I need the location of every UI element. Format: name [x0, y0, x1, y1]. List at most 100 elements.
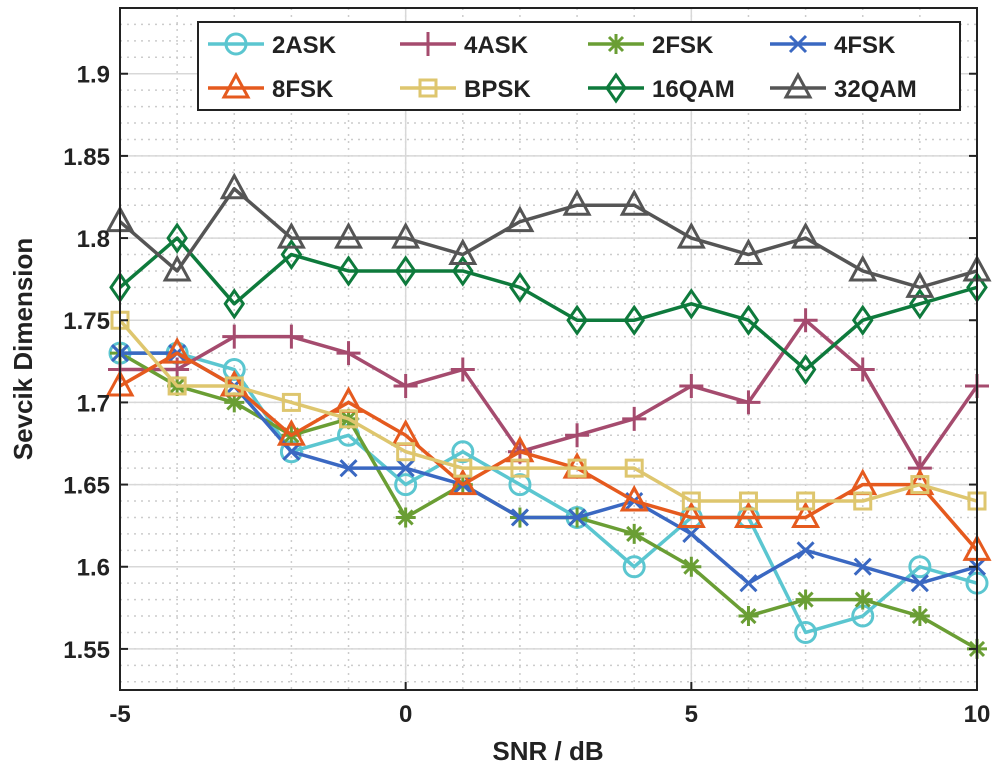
y-tick-label: 1.6 — [77, 555, 110, 582]
data-point-4ask — [850, 357, 875, 382]
series-layer — [105, 172, 992, 659]
data-point-bpsk — [510, 458, 530, 478]
data-point-4ask — [222, 324, 247, 349]
data-point-2ask — [622, 555, 646, 579]
series-line-bpsk — [118, 319, 978, 503]
data-point-8fsk — [619, 484, 649, 512]
data-point-4fsk — [796, 541, 815, 560]
series-line-4fsk — [120, 351, 978, 585]
data-point-2fsk — [909, 606, 930, 627]
data-point-4ask — [450, 357, 475, 382]
data-point-4ask — [679, 373, 704, 398]
data-point-32qam — [448, 238, 478, 266]
legend-label: 4ASK — [464, 32, 529, 59]
legend-item-4fsk: 4FSK — [770, 32, 896, 59]
legend-label: BPSK — [464, 76, 531, 103]
data-point-4ask — [336, 341, 361, 366]
x-axis-label: SNR / dB — [492, 736, 603, 766]
legend-marker — [783, 71, 813, 99]
data-point-2ask — [908, 555, 932, 579]
data-point-16qam — [451, 255, 474, 287]
legend-marker — [605, 72, 627, 104]
data-point-4ask — [793, 308, 818, 333]
data-point-bpsk — [339, 409, 359, 429]
series-line-4ask — [120, 318, 979, 470]
data-point-bpsk — [281, 392, 301, 412]
series-line-16qam — [118, 236, 978, 372]
data-point-8fsk — [676, 501, 706, 528]
y-tick-label: 1.85 — [63, 144, 110, 171]
legend-item-16qam: 16QAM — [588, 72, 735, 104]
data-point-2fsk — [224, 392, 245, 413]
legend-marker — [221, 71, 251, 99]
series-16qam — [109, 222, 988, 386]
data-point-4fsk — [282, 442, 301, 461]
data-point-8fsk — [162, 336, 192, 364]
data-point-2fsk — [395, 507, 416, 528]
data-point-bpsk — [396, 442, 416, 462]
data-point-32qam — [162, 254, 192, 282]
data-point-16qam — [794, 353, 817, 386]
y-tick-label: 1.9 — [77, 62, 110, 89]
data-point-4fsk — [568, 508, 587, 527]
data-point-8fsk — [276, 419, 306, 446]
y-tick-label: 1.8 — [77, 226, 110, 253]
data-point-2fsk — [795, 589, 816, 610]
data-point-16qam — [680, 288, 703, 320]
legend-label: 8FSK — [272, 76, 334, 103]
data-point-8fsk — [791, 501, 821, 528]
legend-label: 2ASK — [272, 32, 337, 59]
data-point-32qam — [619, 189, 649, 216]
data-point-4fsk — [910, 574, 929, 593]
data-point-16qam — [909, 288, 931, 320]
data-point-32qam — [562, 189, 592, 216]
data-point-4fsk — [339, 459, 358, 478]
data-point-32qam — [676, 221, 706, 249]
legend-label: 32QAM — [834, 76, 917, 103]
x-tick-label: 10 — [964, 701, 991, 728]
data-point-16qam — [337, 255, 360, 287]
data-point-bpsk — [167, 376, 187, 396]
legend-marker — [606, 34, 626, 54]
data-point-2fsk — [681, 556, 702, 577]
data-point-16qam — [166, 222, 188, 254]
data-point-2fsk — [624, 523, 645, 544]
data-point-bpsk — [624, 458, 644, 478]
legend-item-8fsk: 8FSK — [208, 71, 334, 103]
data-point-8fsk — [448, 468, 478, 496]
legend-item-4ask: 4ASK — [400, 32, 529, 59]
legend-marker — [788, 34, 808, 54]
x-tick-label: 5 — [685, 701, 698, 728]
data-point-4ask — [393, 373, 418, 398]
data-point-4ask — [565, 423, 590, 448]
data-point-2ask — [222, 358, 246, 382]
data-point-4ask — [279, 324, 304, 349]
data-point-16qam — [737, 304, 760, 336]
data-point-32qam — [505, 205, 535, 233]
tick-labels: -5 0 5 10 1.55 1.6 1.65 1.7 1.75 1.8 1.85 1.9 — [63, 62, 990, 728]
legend-box — [197, 21, 961, 111]
data-point-4fsk — [510, 508, 529, 527]
y-tick-label: 1.55 — [63, 637, 110, 664]
data-point-2fsk — [852, 589, 873, 610]
data-point-32qam — [391, 221, 421, 249]
data-point-4fsk — [396, 459, 415, 478]
data-point-bpsk — [681, 491, 701, 511]
data-point-8fsk — [733, 501, 763, 528]
series-8fsk — [105, 336, 992, 561]
data-point-bpsk — [224, 376, 244, 396]
data-point-bpsk — [853, 491, 873, 511]
data-point-2ask — [394, 473, 418, 497]
data-point-16qam — [851, 304, 874, 336]
legend-item-bpsk: BPSK — [400, 76, 531, 103]
data-point-2ask — [508, 473, 532, 497]
legend-label: 2FSK — [652, 32, 714, 59]
data-point-bpsk — [453, 458, 473, 478]
data-point-bpsk — [910, 475, 930, 495]
data-point-2fsk — [738, 606, 759, 627]
y-axis-label: Sevcik Dimension — [8, 238, 38, 461]
data-point-4fsk — [739, 574, 758, 593]
legend-item-2ask: 2ASK — [208, 32, 337, 59]
data-point-32qam — [791, 221, 821, 249]
